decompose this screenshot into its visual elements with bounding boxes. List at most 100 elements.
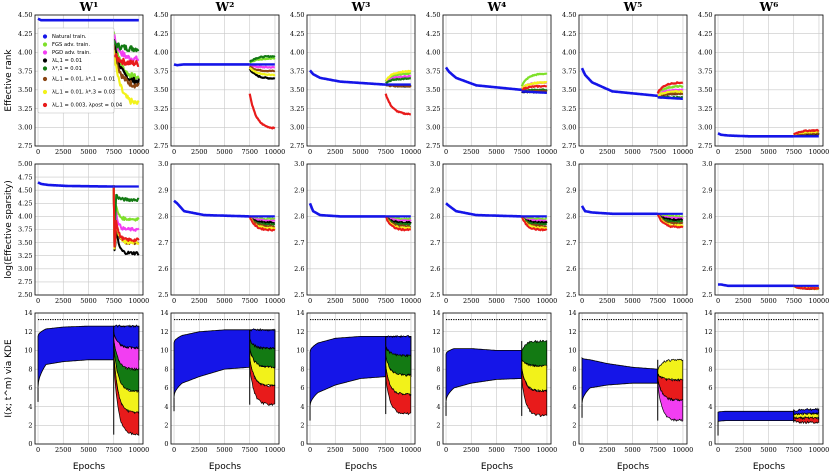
y-tick-label: 3.25 (154, 105, 168, 113)
y-tick-label: 3.00 (426, 123, 440, 131)
x-tick-label: 0 (444, 446, 448, 454)
axes-frame (170, 312, 280, 445)
y-tick-label: 2.5 (702, 291, 712, 299)
x-tick-label: 5000 (216, 148, 233, 156)
x-tick-label: 2500 (599, 148, 616, 156)
x-tick-label: 10000 (537, 297, 558, 305)
legend-box (37, 27, 115, 114)
y-tick-label: 2.8 (158, 213, 168, 221)
series-adv-pgd (112, 185, 140, 246)
x-axis-label: Epochs (481, 462, 514, 472)
axes-frame (578, 163, 688, 296)
panel-r3-c4: 0 2 4 6 8 10 12 14 0 2500 5000 7500 10000 (432, 309, 557, 454)
legend-marker (42, 102, 48, 108)
series-adv-fgs (657, 84, 684, 96)
x-tick-label: 10000 (537, 446, 558, 454)
x-tick-label: 7500 (513, 446, 530, 454)
x-tick-label: 0 (172, 446, 176, 454)
x-tick-label: 7500 (513, 148, 530, 156)
x-tick-label: 0 (580, 446, 584, 454)
series-adv-post (792, 128, 820, 136)
series-adv-post (248, 93, 276, 130)
series-adv-l1star3 (520, 80, 548, 90)
band-natural (717, 410, 795, 423)
band-adv-l1star3 (521, 358, 548, 393)
series-adv-post (384, 215, 412, 232)
y-tick-label: 3.50 (290, 86, 304, 94)
y-tick-label: 2.5 (294, 291, 304, 299)
x-tick-label: 0 (716, 297, 720, 305)
y-tick-label: 2.50 (18, 291, 32, 299)
y-tick-label: 3.75 (290, 67, 304, 75)
y-tick-label: 2.5 (566, 291, 576, 299)
y-tick-label: 14 (704, 309, 712, 317)
x-tick-label: 0 (580, 148, 584, 156)
x-tick-label: 2500 (55, 148, 72, 156)
y-tick-label: 3.50 (426, 86, 440, 94)
y-tick-label: 4.25 (18, 30, 32, 38)
y-tick-label: 3.00 (154, 123, 168, 131)
y-tick-label: 2.75 (426, 142, 440, 150)
x-tick-label: 10000 (401, 148, 422, 156)
series-adv-l1star1 (112, 44, 140, 89)
x-tick-label: 0 (308, 148, 312, 156)
y-tick-label: 2.5 (430, 291, 440, 299)
y-tick-label: 3.25 (698, 105, 712, 113)
y-tick-label: 3.00 (290, 123, 304, 131)
y-tick-label: 14 (24, 309, 32, 317)
x-tick-label: 0 (716, 446, 720, 454)
x-tick-label: 10000 (265, 297, 286, 305)
y-tick-label: 2.9 (566, 186, 576, 194)
x-tick-label: 10000 (673, 148, 694, 156)
band-adv-pgd (657, 378, 684, 422)
y-tick-label: 4.00 (426, 49, 440, 57)
legend-label: FGS adv. train. (52, 42, 90, 48)
x-tick-label: 5000 (80, 148, 97, 156)
x-tick-label: 2500 (599, 446, 616, 454)
panel-r3-c5: 0 2 4 6 8 10 12 14 0 2500 5000 7500 10000 (568, 309, 693, 454)
column-title: W⁵ (623, 0, 643, 14)
x-tick-label: 10000 (809, 297, 830, 305)
y-tick-label: 2 (300, 421, 304, 429)
x-tick-label: 2500 (327, 446, 344, 454)
series-adv-l1star1 (248, 215, 275, 228)
band-adv-post (113, 354, 140, 436)
y-tick-label: 4.00 (18, 213, 32, 221)
axes-frame (442, 14, 552, 147)
series-adv-star1 (248, 54, 276, 63)
panel-r2-c3: 2.5 2.6 2.7 2.8 2.9 3.0 0 2500 5000 7500 10000 (294, 160, 421, 305)
x-tick-label: 7500 (377, 148, 394, 156)
y-tick-label: 3.75 (562, 67, 576, 75)
x-tick-label: 5000 (216, 446, 233, 454)
series-adv-post (656, 213, 684, 229)
x-axis-label: Epochs (209, 462, 242, 472)
x-tick-label: 10000 (673, 446, 694, 454)
y-tick-label: 2.9 (158, 186, 168, 194)
y-tick-label: 10 (704, 347, 712, 355)
series-natural (309, 69, 387, 86)
series-adv-l1star3 (385, 69, 412, 82)
x-tick-label: 2500 (327, 148, 344, 156)
x-tick-label: 5000 (216, 297, 233, 305)
axes-frame (34, 312, 144, 445)
series-natural (580, 67, 659, 98)
panel-r3-c2: 0 2 4 6 8 10 12 14 0 2500 5000 7500 10000 (160, 309, 285, 454)
y-tick-label: 0 (28, 440, 32, 448)
y-tick-label: 6 (28, 384, 32, 392)
series-adv-post (521, 84, 548, 91)
y-tick-label: 0 (572, 440, 576, 448)
panel-r1-c6: 2.75 3.00 3.25 3.50 3.75 4.00 4.25 4.50 0 2500 500… (698, 11, 829, 156)
y-tick-label: 4.25 (562, 30, 576, 38)
panel-r2-c5: 2.5 2.6 2.7 2.8 2.9 3.0 0 2500 5000 7500 10000 (566, 160, 693, 305)
x-tick-label: 7500 (241, 297, 258, 305)
y-tick-label: 8 (572, 365, 576, 373)
y-tick-label: 2.75 (290, 142, 304, 150)
axes-frame (306, 312, 416, 445)
y-tick-label: 2 (28, 421, 32, 429)
y-tick-label: 2.6 (702, 265, 712, 273)
x-tick-label: 10000 (129, 297, 150, 305)
y-tick-label: 4 (708, 403, 712, 411)
row-ylabel: log(Effective sparsity) (4, 180, 14, 279)
y-tick-label: 3.25 (18, 252, 32, 260)
series-adv-l1star3 (248, 66, 276, 77)
